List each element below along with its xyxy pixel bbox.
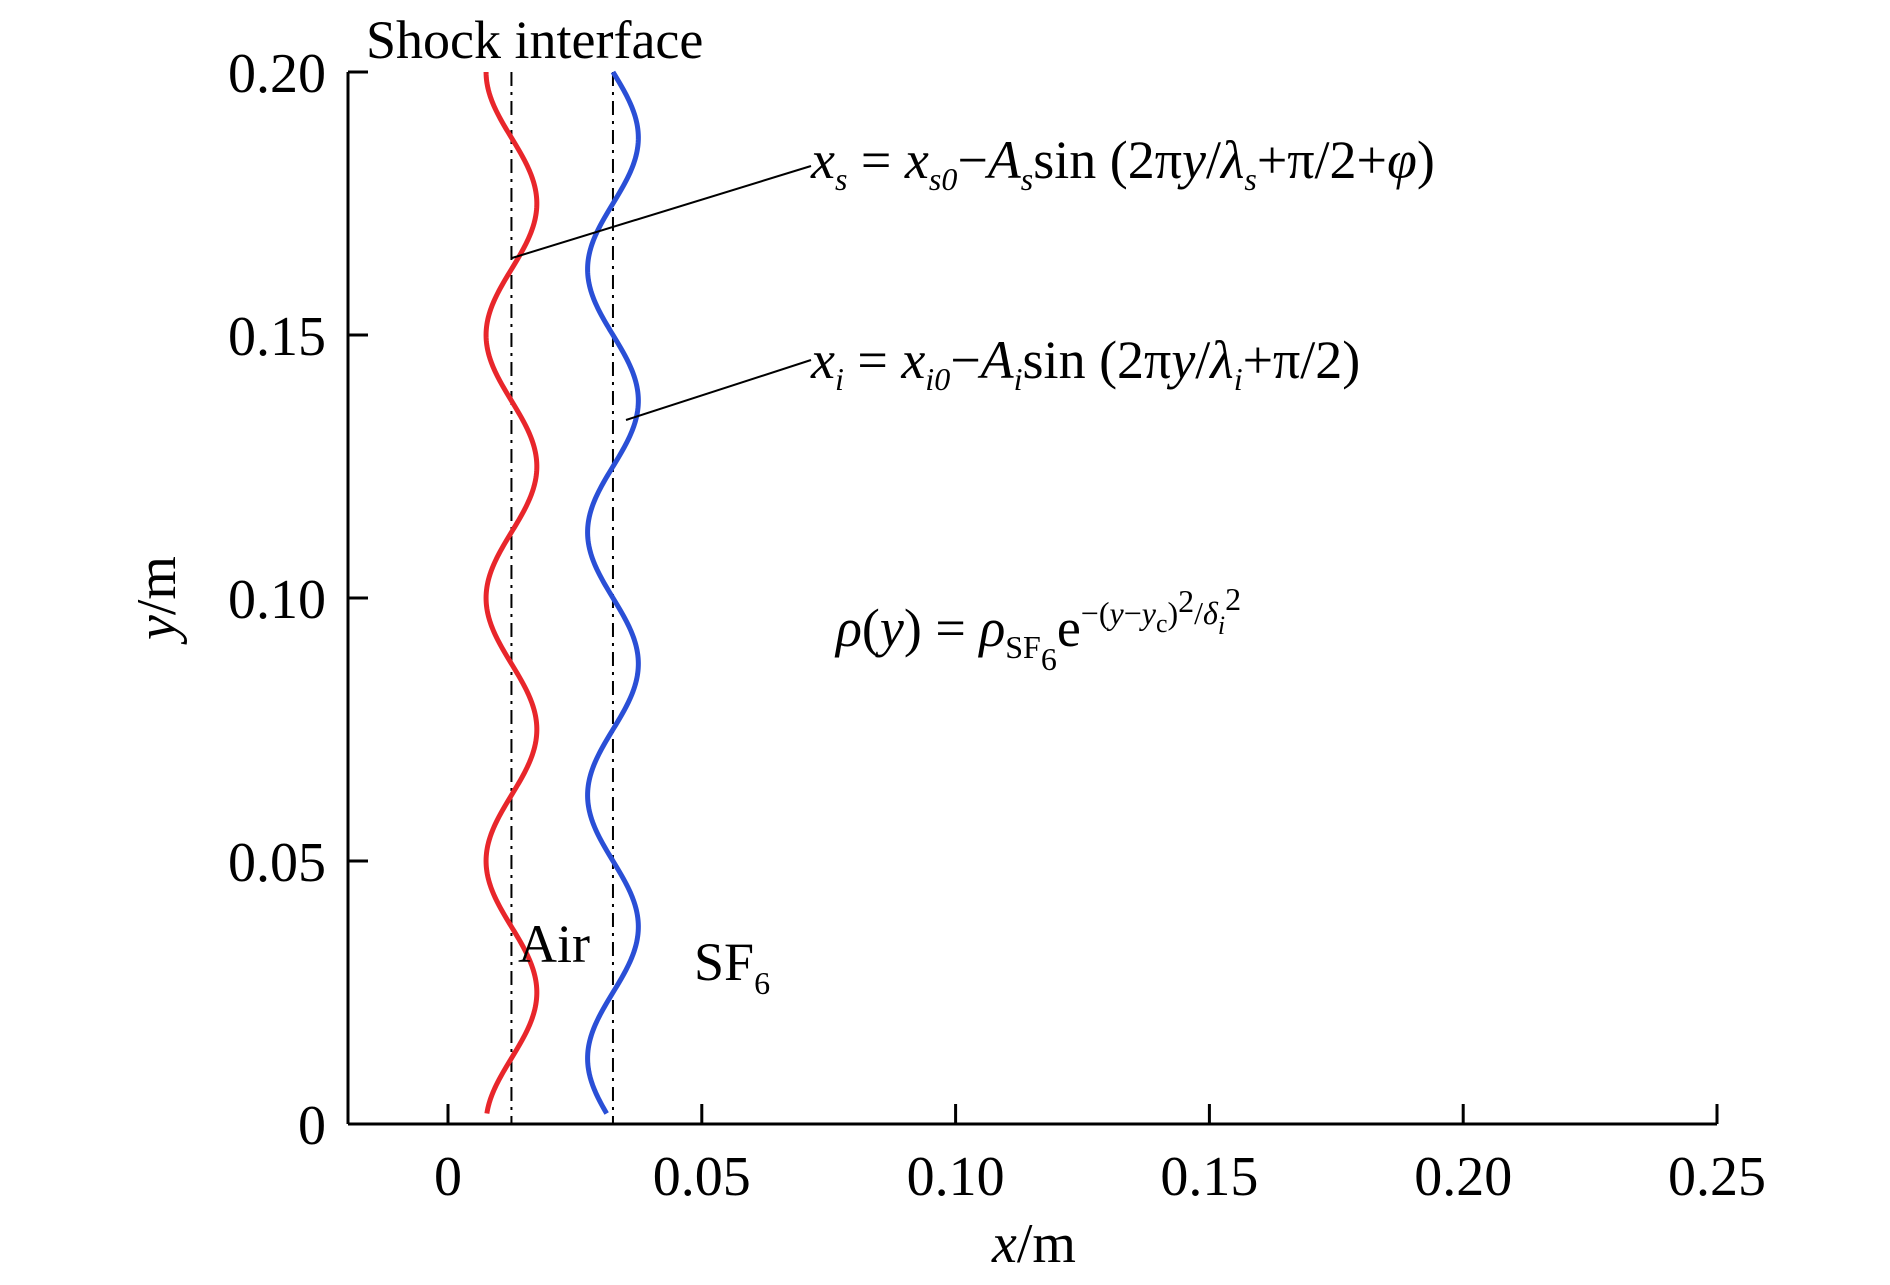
- x-tick-label: 0.25: [1668, 1146, 1766, 1208]
- sf6-label: SF6: [694, 932, 770, 1001]
- x-tick-label: 0.20: [1414, 1146, 1512, 1208]
- y-tick-label: 0.10: [228, 569, 326, 631]
- y-tick-label: 0.20: [228, 43, 326, 105]
- x-tick-label: 0.10: [907, 1146, 1005, 1208]
- y-tick-label: 0.15: [228, 306, 326, 368]
- x-tick-label: 0: [434, 1146, 462, 1208]
- x-axis-label: x/m: [991, 1213, 1076, 1275]
- y-axis-label: y/m: [126, 556, 188, 645]
- x-tick-label: 0.15: [1160, 1146, 1258, 1208]
- shock-equation: xs = xs0−Assin (2πy/λs+π/2+φ): [810, 130, 1435, 197]
- x-ticks: 0 0.05 0.10 0.15 0.20 0.25: [434, 1104, 1766, 1208]
- series-curves: [483, 70, 641, 1115]
- interface-equation: xi = xi0−Aisin (2πy/λi+π/2): [810, 330, 1360, 397]
- y-ticks: 0 0.05 0.10 0.15 0.20: [228, 43, 368, 1157]
- density-equation: ρ(y) = ρSF6e−(y−yc)2/δi2: [834, 581, 1241, 677]
- series-line: [483, 71, 540, 1114]
- y-tick-label: 0.05: [228, 832, 326, 894]
- interface-equation-leader: [625, 359, 812, 421]
- shock-interface-label: Shock interface: [366, 10, 703, 70]
- x-tick-label: 0.05: [653, 1146, 751, 1208]
- series-line: [585, 70, 641, 1115]
- shock-equation-leader: [511, 165, 812, 259]
- air-label: Air: [518, 914, 590, 974]
- y-tick-label: 0: [298, 1095, 326, 1157]
